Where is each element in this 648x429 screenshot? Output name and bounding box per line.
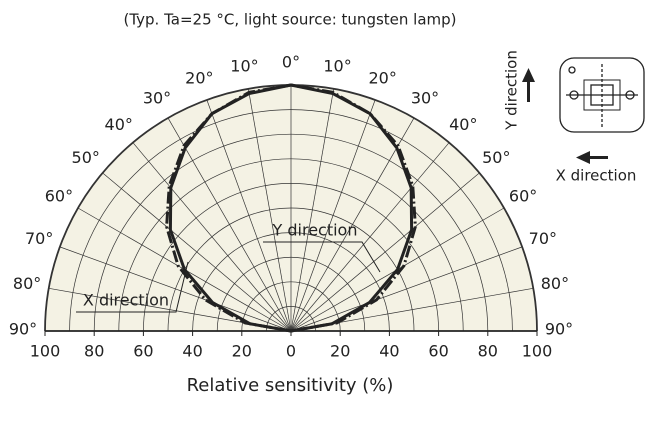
angle-tick-label: 20° [185, 69, 213, 88]
plot-area [44, 83, 538, 336]
angle-tick-label: 80° [541, 274, 569, 293]
x-tick-label: 60 [428, 342, 448, 361]
x-tick-label: 20 [232, 342, 252, 361]
grid-spoke [290, 117, 415, 332]
x-tick-label: 100 [30, 342, 61, 361]
x-tick-label: 80 [84, 342, 104, 361]
grid-spoke [290, 99, 376, 332]
leader-line [76, 261, 189, 313]
grid-spoke [167, 117, 292, 332]
x-tick-label: 20 [330, 342, 350, 361]
arrow-head [576, 151, 590, 164]
chart-subtitle: (Typ. Ta=25 °C, light source: tungsten l… [123, 11, 456, 29]
angle-tick-label: 50° [482, 148, 510, 167]
series-annotation: Y direction [272, 221, 358, 240]
x-tick-label: 60 [133, 342, 153, 361]
x-tick-label: 0 [286, 342, 296, 361]
arrow [588, 156, 608, 159]
mark [568, 66, 576, 74]
grid-spoke [290, 142, 450, 332]
chip-frame [583, 79, 621, 111]
angle-tick-label: 10° [230, 57, 258, 76]
pin [625, 90, 635, 100]
grid-spoke [290, 172, 480, 332]
angle-tick-label: 90° [9, 320, 37, 339]
grid-spoke [102, 172, 292, 332]
angle-tick-label: 50° [72, 148, 100, 167]
grid-spoke [206, 99, 292, 332]
angle-tick-label: 40° [105, 115, 133, 134]
angle-tick-label: 0° [282, 53, 300, 72]
grid-spoke [59, 246, 292, 332]
annotation-leaders [76, 241, 381, 313]
angle-tick-label: 30° [143, 88, 171, 107]
angle-tick-label: 70° [529, 229, 557, 248]
x-tick-label: 80 [478, 342, 498, 361]
angle-tick-label: 40° [449, 115, 477, 134]
inset-icon [559, 57, 645, 133]
angle-tick-label: 60° [509, 187, 537, 206]
angle-tick-label: 70° [25, 229, 53, 248]
package-outline [559, 57, 645, 133]
chip [590, 84, 614, 106]
grid-spoke [290, 246, 523, 332]
angle-tick-label: 90° [545, 320, 573, 339]
angle-tick-label: 60° [45, 187, 73, 206]
x-tick-label: 40 [379, 342, 399, 361]
x-tick-label: 100 [522, 342, 553, 361]
angle-tick-label: 80° [13, 274, 41, 293]
pin [569, 90, 579, 100]
grid-spoke [247, 88, 292, 332]
grid-spoke [290, 88, 335, 332]
grid-spoke [132, 142, 292, 332]
angle-tick-label: 10° [323, 57, 351, 76]
arrow-head [522, 68, 535, 82]
arrow [527, 80, 530, 102]
angle-tick-label: 20° [368, 69, 396, 88]
inset-label: X direction [556, 167, 637, 185]
series-annotation: X direction [83, 291, 169, 310]
x-axis-label: Relative sensitivity (%) [187, 375, 394, 396]
arrows [522, 68, 608, 164]
angle-tick-label: 30° [411, 88, 439, 107]
inset-label: Y direction [503, 50, 521, 131]
series-line [165, 83, 417, 333]
leader-line [263, 241, 381, 273]
x-tick-label: 40 [182, 342, 202, 361]
